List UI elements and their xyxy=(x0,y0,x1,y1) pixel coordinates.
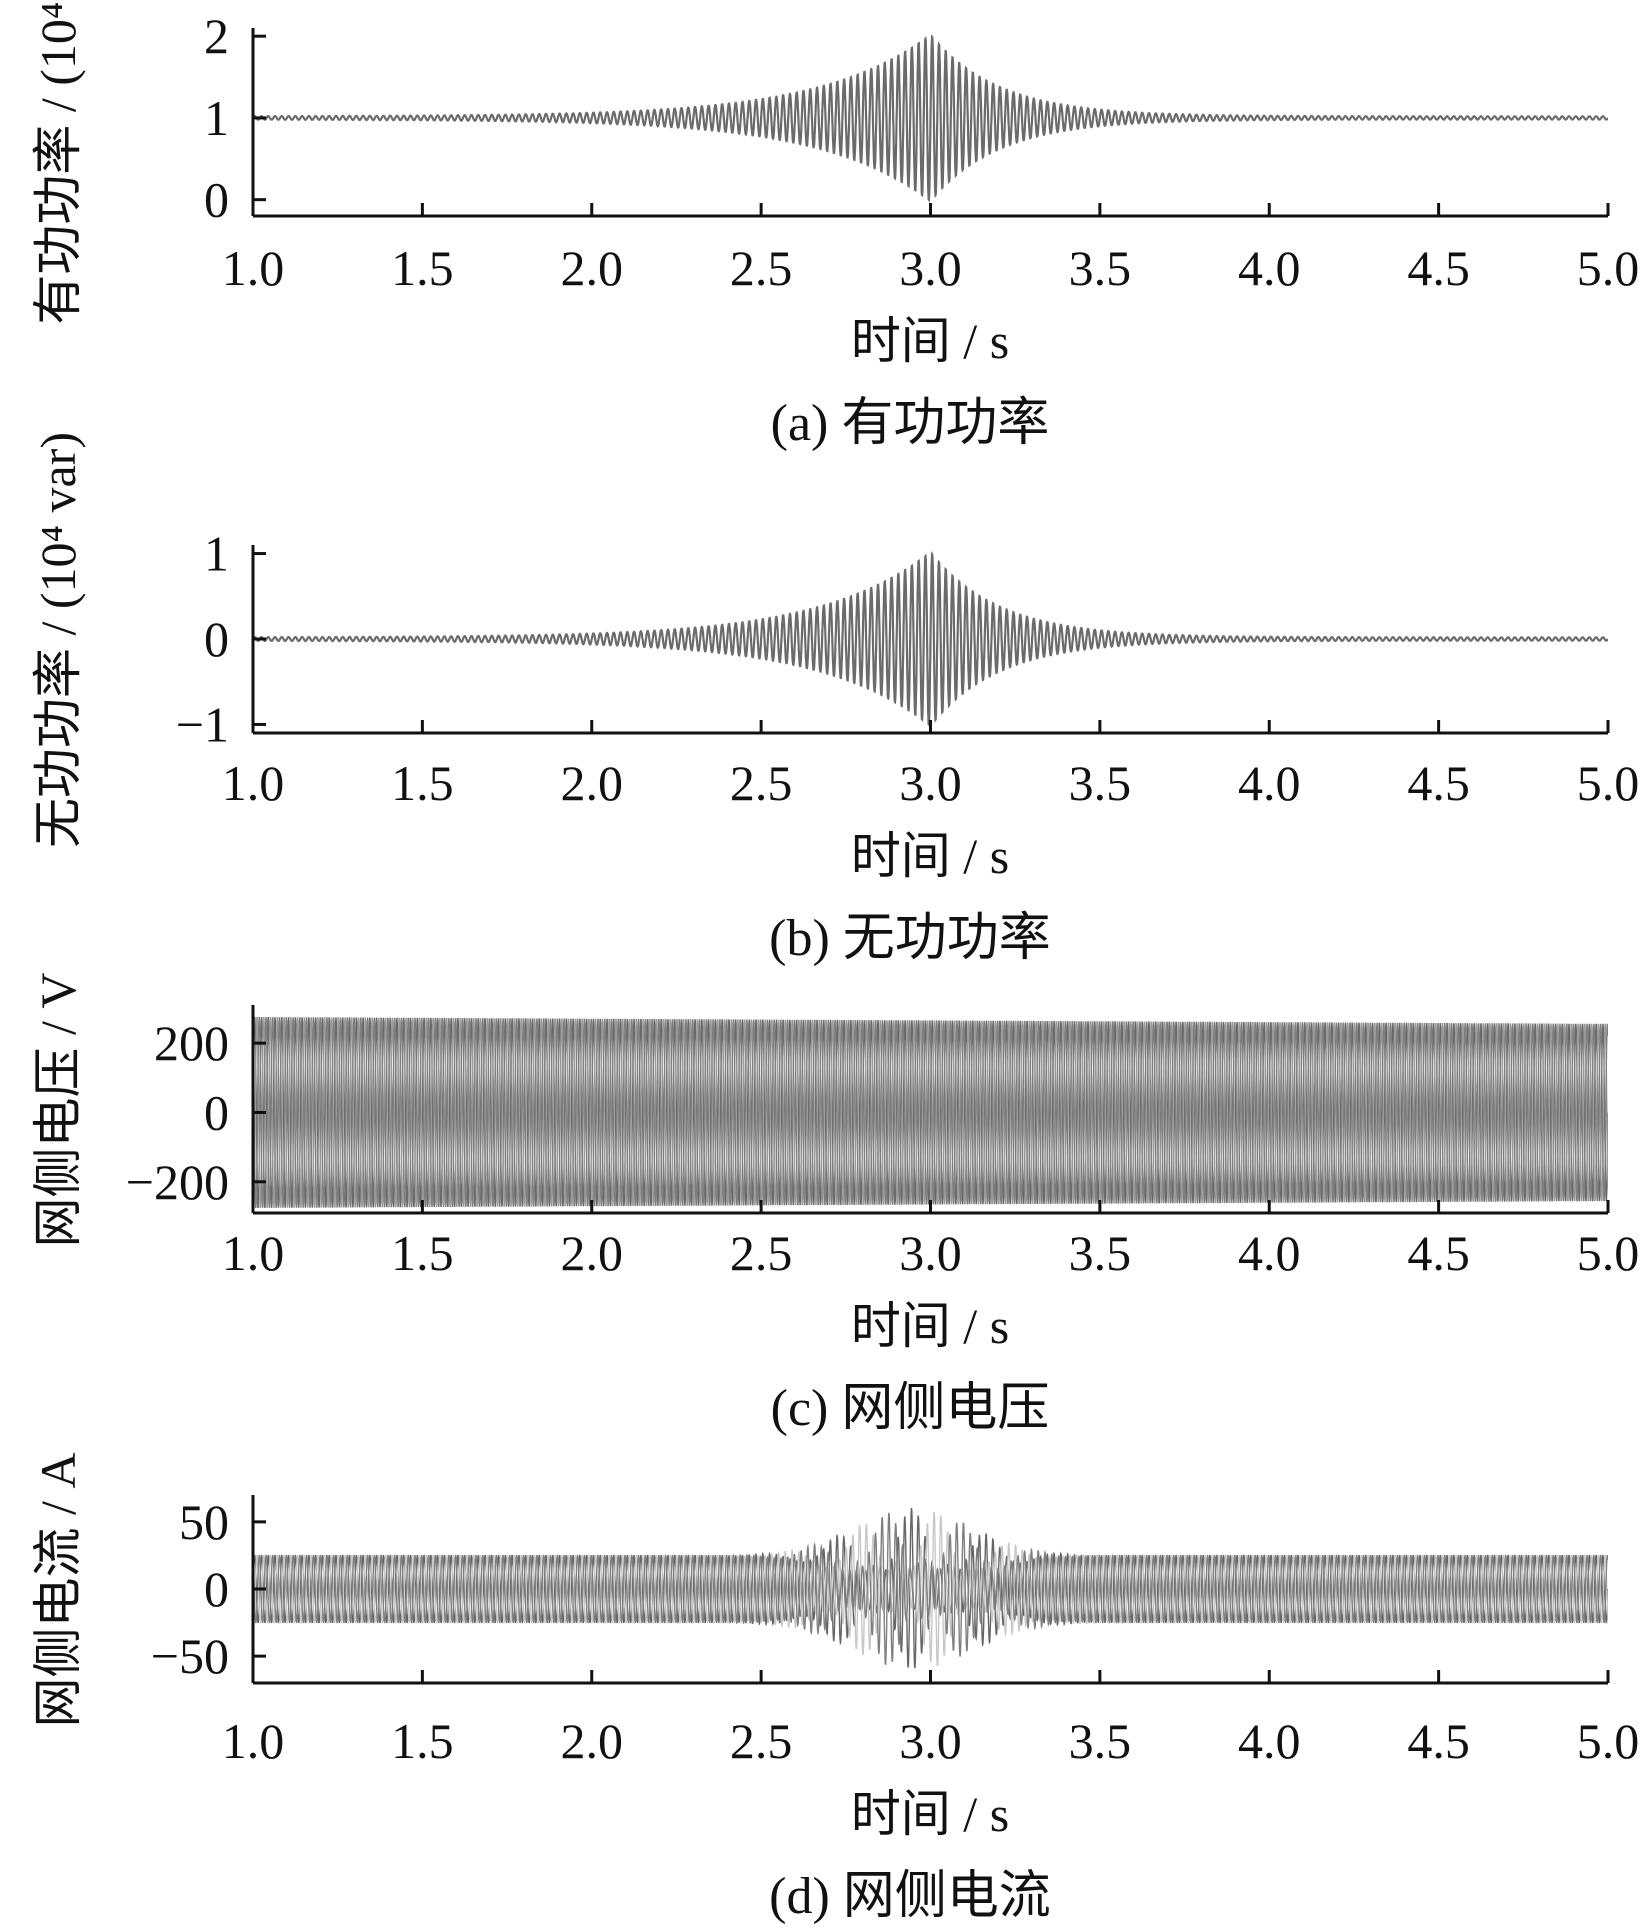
panel-caption: (b) 无功功率 xyxy=(769,910,1051,967)
y-axis-label: 有功功率 / (10⁴ W) xyxy=(30,0,86,325)
y-axis-label: 无功功率 / (10⁴ var) xyxy=(30,432,86,848)
y-tick-label: 0 xyxy=(204,172,229,228)
x-tick-label: 1.5 xyxy=(391,1225,454,1281)
y-tick-label: 1 xyxy=(204,526,229,582)
x-tick-label: 1.5 xyxy=(391,240,454,296)
y-tick-label: 0 xyxy=(204,1561,229,1617)
y-tick-label: 2 xyxy=(204,8,229,64)
x-tick-label: 4.0 xyxy=(1238,755,1301,811)
x-tick-label: 3.0 xyxy=(899,1225,962,1281)
series-line-0 xyxy=(253,1017,1608,1208)
x-tick-label: 2.5 xyxy=(730,755,793,811)
x-tick-label: 2.0 xyxy=(561,755,624,811)
y-tick-label: −200 xyxy=(126,1154,229,1210)
x-axis-label: 时间 / s xyxy=(851,313,1009,369)
x-tick-label: 5.0 xyxy=(1577,755,1640,811)
x-axis-label: 时间 / s xyxy=(851,1298,1009,1354)
y-axis-label: 网侧电压 / V xyxy=(30,973,86,1248)
x-axis-label: 时间 / s xyxy=(851,828,1009,884)
x-tick-label: 4.0 xyxy=(1238,1713,1301,1769)
x-tick-label: 2.5 xyxy=(730,1713,793,1769)
y-tick-label: 50 xyxy=(179,1494,229,1550)
y-tick-label: 0 xyxy=(204,1084,229,1140)
x-tick-label: 3.0 xyxy=(899,755,962,811)
panel-a: 1.0 1.5 2.0 2.5 3.0 3.5 4.0 4.5 5.0 0 1 2 时间 / s 有功功率… xyxy=(30,0,1639,452)
panel-b: 1.0 1.5 2.0 2.5 3.0 3.5 4.0 4.5 5.0 −1 0 1 时间 / s 无功功… xyxy=(30,432,1639,967)
x-tick-label: 2.0 xyxy=(561,1713,624,1769)
x-tick-label: 4.5 xyxy=(1407,1713,1470,1769)
y-tick-label: −50 xyxy=(151,1628,229,1684)
x-tick-label: 3.0 xyxy=(899,240,962,296)
x-tick-label: 3.5 xyxy=(1069,1713,1132,1769)
x-tick-label: 4.5 xyxy=(1407,1225,1470,1281)
x-tick-label: 1.0 xyxy=(222,1713,285,1769)
x-tick-label: 3.5 xyxy=(1069,240,1132,296)
x-tick-label: 4.0 xyxy=(1238,1225,1301,1281)
series-line-2 xyxy=(253,1512,1608,1665)
x-tick-label: 4.5 xyxy=(1407,240,1470,296)
series-line-1 xyxy=(253,1511,1608,1667)
x-axis-label: 时间 / s xyxy=(851,1786,1009,1842)
x-tick-label: 1.0 xyxy=(222,240,285,296)
y-axis-label: 网侧电流 / A xyxy=(30,1453,86,1728)
x-tick-label: 5.0 xyxy=(1577,1225,1640,1281)
x-tick-label: 5.0 xyxy=(1577,240,1640,296)
series-line-0 xyxy=(253,550,1608,728)
x-tick-label: 1.5 xyxy=(391,755,454,811)
panel-c: 1.0 1.5 2.0 2.5 3.0 3.5 4.0 4.5 5.0 −200 0 200 时间 / … xyxy=(30,973,1639,1438)
series-line-2 xyxy=(253,1017,1608,1209)
x-tick-label: 2.0 xyxy=(561,240,624,296)
x-tick-label: 3.0 xyxy=(899,1713,962,1769)
y-tick-label: 200 xyxy=(154,1015,229,1071)
x-tick-label: 4.5 xyxy=(1407,755,1470,811)
series-line-0 xyxy=(253,34,1608,203)
x-tick-label: 4.0 xyxy=(1238,240,1301,296)
x-tick-label: 3.5 xyxy=(1069,755,1132,811)
panel-caption: (c) 网侧电压 xyxy=(771,1380,1050,1437)
panel-d: 1.0 1.5 2.0 2.5 3.0 3.5 4.0 4.5 5.0 −50 0 50 时间 / s 网… xyxy=(30,1453,1639,1926)
x-tick-label: 1.5 xyxy=(391,1713,454,1769)
series-line-1 xyxy=(253,1017,1608,1208)
y-tick-label: 0 xyxy=(204,611,229,667)
x-tick-label: 5.0 xyxy=(1577,1713,1640,1769)
y-tick-label: 1 xyxy=(204,90,229,146)
x-tick-label: 1.0 xyxy=(222,755,285,811)
x-tick-label: 2.5 xyxy=(730,240,793,296)
y-tick-label: −1 xyxy=(176,696,229,752)
x-tick-label: 2.5 xyxy=(730,1225,793,1281)
x-tick-label: 1.0 xyxy=(222,1225,285,1281)
panel-caption: (d) 网侧电流 xyxy=(769,1868,1051,1925)
x-tick-label: 3.5 xyxy=(1069,1225,1132,1281)
x-tick-label: 2.0 xyxy=(561,1225,624,1281)
panel-caption: (a) 有功功率 xyxy=(771,395,1050,452)
